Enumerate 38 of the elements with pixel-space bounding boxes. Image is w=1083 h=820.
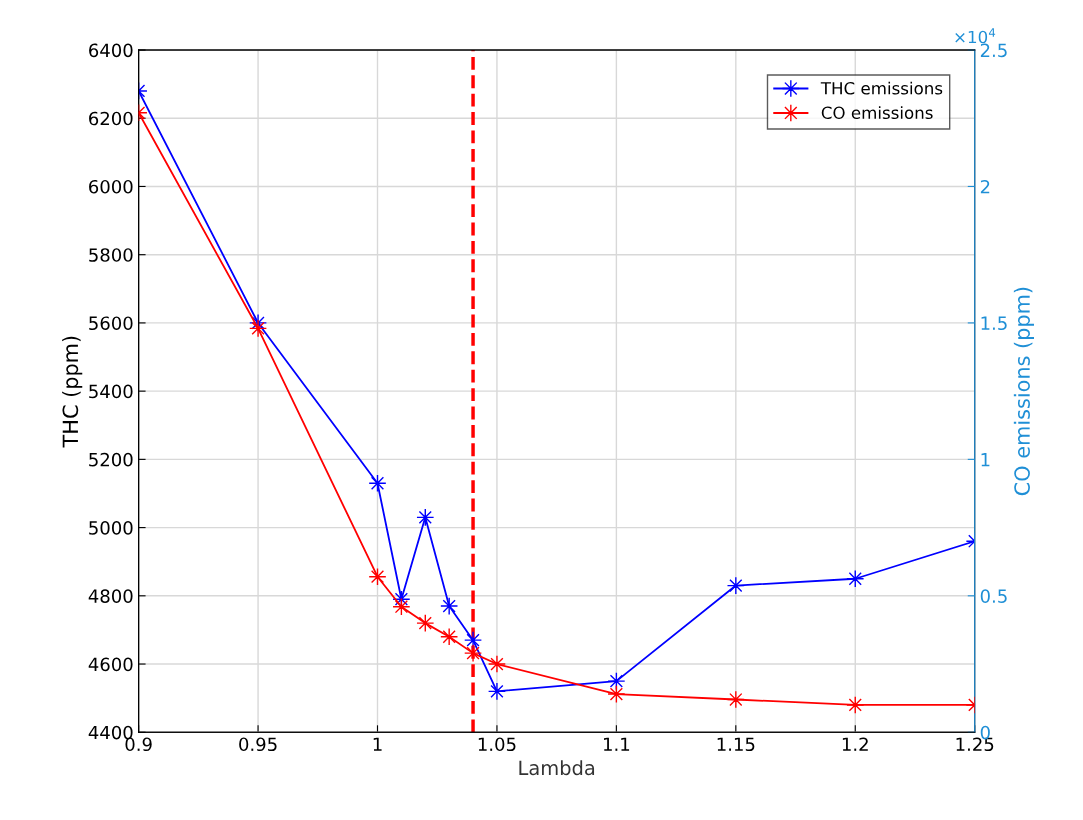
- y-tick-label: 6400: [89, 43, 133, 58]
- y2-axis-title: CO emissions (ppm): [1013, 287, 1034, 496]
- y2-tick-label: 1.5: [981, 316, 1007, 331]
- x-tick-label: 1: [373, 737, 382, 751]
- point: [487, 655, 506, 674]
- y-tick-label: 6000: [89, 179, 133, 194]
- point: [607, 685, 626, 704]
- text: ×10$^{4}$: [955, 28, 996, 44]
- y-tick-label: 5800: [89, 248, 133, 262]
- legend-label: CO emissions: [821, 106, 933, 120]
- point: [464, 644, 483, 663]
- point: [846, 695, 865, 714]
- point: [726, 576, 745, 595]
- y-tick-label: 5200: [89, 452, 133, 467]
- y-axis-title: THC (ppm): [62, 336, 83, 448]
- point: [416, 614, 435, 633]
- point: [249, 319, 268, 338]
- x-tick-label: 0.95: [239, 737, 277, 752]
- point: [440, 597, 459, 616]
- legend-label: THC emissions: [820, 81, 943, 95]
- y-tick-label: 6200: [89, 111, 133, 126]
- y-tick-label: 5000: [89, 521, 133, 535]
- y-tick-label: 4800: [88, 589, 133, 603]
- y2-tick-label: 1: [981, 453, 990, 467]
- x-tick-label: 1.15: [717, 737, 755, 752]
- point: [440, 627, 459, 646]
- y-tick-label: 5400: [89, 384, 133, 399]
- y2-tick-label: 2: [980, 179, 990, 194]
- x-tick-label: 1.1: [604, 737, 630, 751]
- y2-tick-label: 2.5: [980, 43, 1007, 58]
- point: [487, 682, 506, 701]
- x-axis-title: Lambda: [519, 760, 595, 776]
- point: [726, 690, 745, 709]
- y-tick-label: 4600: [88, 657, 133, 672]
- x-tick-label: 1.2: [842, 737, 868, 751]
- x-tick-label: 1.05: [478, 737, 516, 752]
- y-tick-label: 5600: [89, 316, 133, 331]
- y2-tick-label: 0.5: [980, 589, 1007, 603]
